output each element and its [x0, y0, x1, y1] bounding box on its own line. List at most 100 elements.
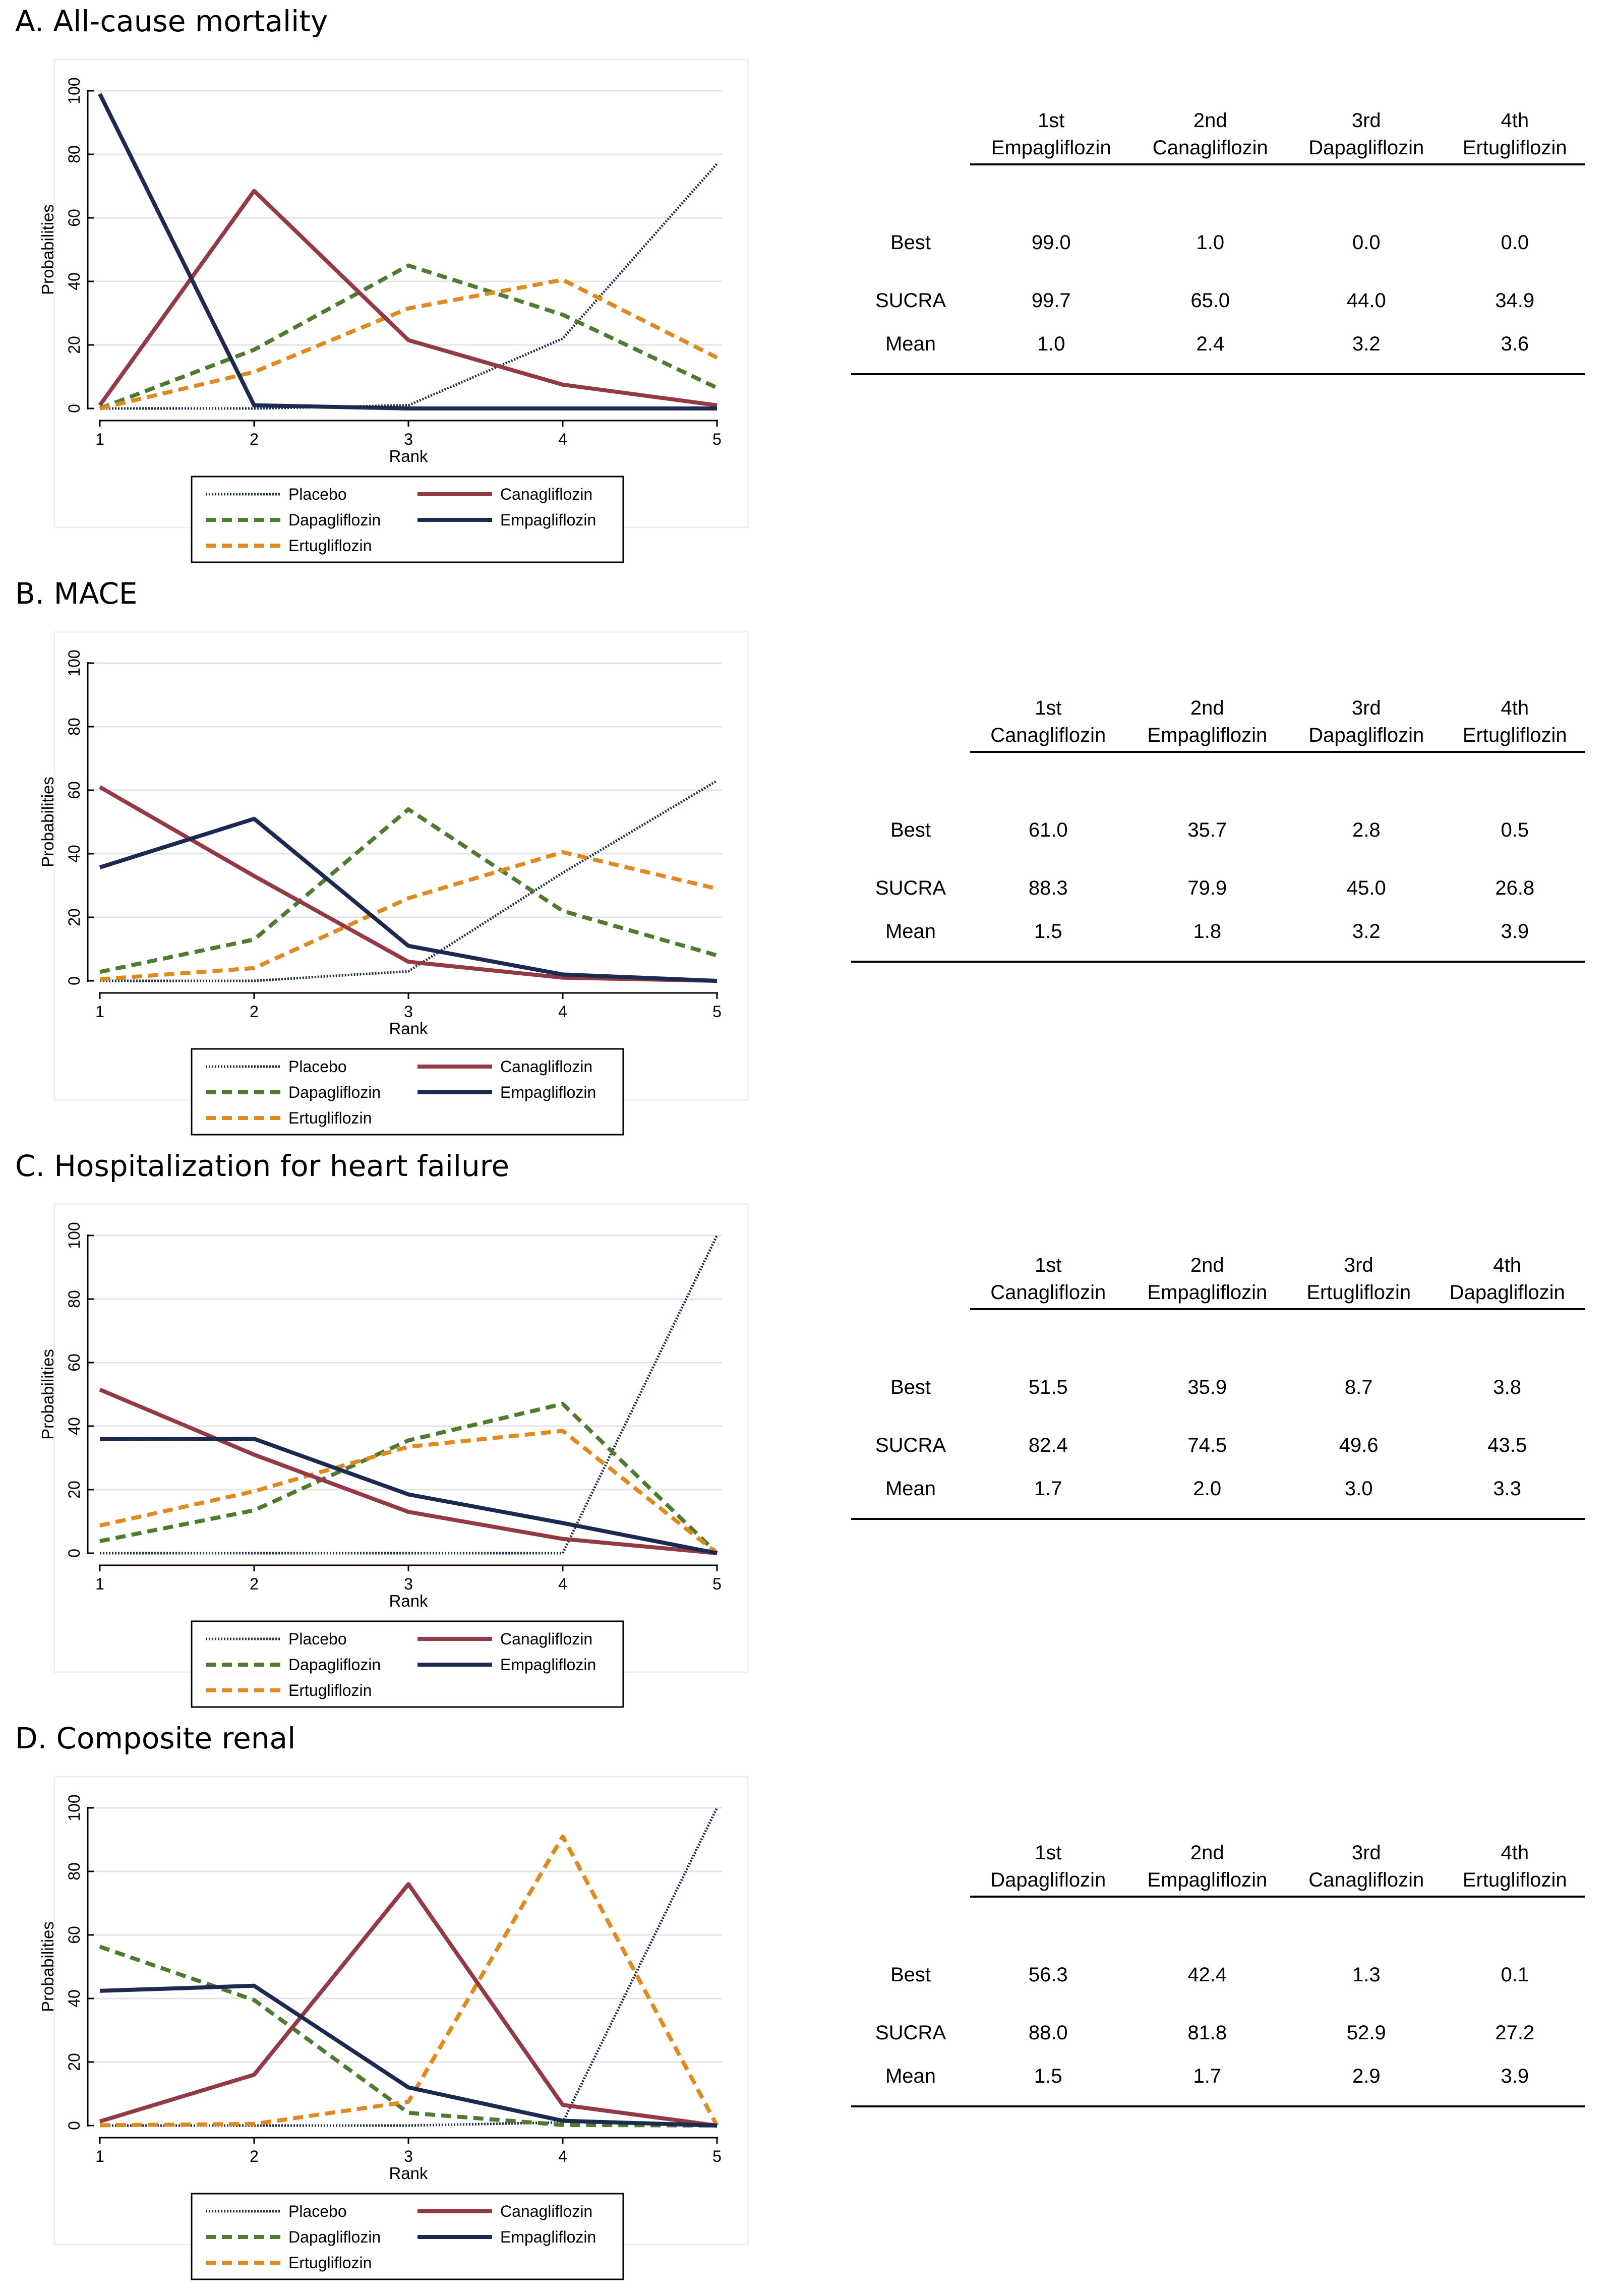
ranking-table: 1st 2nd 3rd 4th Dapagliflozin Empagliflozin Ca…	[851, 1834, 1585, 2107]
drug-name: Ertugliflozin	[1444, 132, 1585, 165]
series-line-dapagliflozin	[99, 1401, 719, 1555]
y-tick-label: 80	[65, 718, 83, 736]
table-corner	[851, 1247, 970, 1277]
row-label-best: Best	[890, 819, 931, 841]
ranking-table: 1st 2nd 3rd 4th Canagliflozin Empagliflozin Da…	[851, 689, 1585, 963]
y-tick-label: 100	[65, 650, 83, 676]
y-tick-label: 60	[65, 209, 83, 227]
x-axis-label: Rank	[389, 447, 428, 465]
rank-ordinal: 4th	[1501, 109, 1529, 132]
legend-label-dapagliflozin: Dapagliflozin	[288, 511, 381, 529]
drug-name: Dapagliflozin	[970, 1864, 1126, 1898]
mean-value: 1.5	[970, 917, 1126, 963]
x-tick-label: 5	[712, 1575, 722, 1593]
legend-label-ertugliflozin: Ertugliflozin	[288, 537, 372, 555]
legend-label-dapagliflozin: Dapagliflozin	[288, 1083, 381, 1101]
rank-probability-chart: 0 20 40 60 80 100 1 2 3 4 5 Rank Probabilities Placeb…	[38, 58, 749, 563]
panel-all-cause-mortality: A. All-cause mortality 0 20 40 60 80 100 1 2 3 4 5…	[0, 0, 1614, 572]
y-axis-label: Probabilities	[38, 1349, 57, 1440]
y-axis-label: Probabilities	[38, 204, 57, 295]
mean-value: 3.9	[1444, 2062, 1585, 2107]
y-tick-label: 0	[65, 1549, 83, 1558]
legend-label-empagliflozin: Empagliflozin	[500, 1083, 596, 1101]
rank-ordinal: 3rd	[1344, 1254, 1373, 1276]
rank-ordinal: 2nd	[1193, 109, 1227, 132]
legend-label-ertugliflozin: Ertugliflozin	[288, 2254, 372, 2272]
best-value: 0.0	[1501, 231, 1529, 254]
sucra-value: 88.0	[1028, 2021, 1068, 2044]
y-tick-label: 80	[65, 1862, 83, 1880]
y-axis-label: Probabilities	[38, 777, 57, 867]
legend-label-canagliflozin: Canagliflozin	[500, 485, 592, 503]
mean-value: 3.9	[1444, 917, 1585, 963]
drug-name: Ertugliflozin	[1444, 1864, 1585, 1898]
row-label-sucra: SUCRA	[875, 876, 946, 899]
y-tick-label: 80	[65, 1290, 83, 1308]
best-value: 8.7	[1344, 1376, 1373, 1398]
table-corner	[851, 1864, 970, 1897]
series-line-placebo	[100, 779, 718, 982]
y-tick-label: 0	[65, 976, 83, 985]
panel-title: D. Composite renal	[15, 1721, 296, 1755]
series-line-ertugliflozin	[99, 850, 718, 981]
x-tick-label: 2	[250, 2147, 259, 2165]
sucra-value: 45.0	[1346, 876, 1386, 899]
table-corner	[851, 102, 970, 132]
drug-name: Dapagliflozin	[1288, 720, 1445, 753]
drug-name: Dapagliflozin	[1429, 1277, 1585, 1310]
legend-label-dapagliflozin: Dapagliflozin	[288, 2228, 381, 2246]
best-value: 0.1	[1501, 1964, 1529, 1986]
table-corner	[851, 720, 970, 752]
panel-composite-renal: D. Composite renal 0 20 40 60 80 100 1 2 3 4 5 Rank…	[0, 1717, 1614, 2289]
series-line-dapagliflozin	[99, 807, 718, 974]
series-line-ertugliflozin	[99, 1429, 719, 1555]
legend-label-empagliflozin: Empagliflozin	[500, 1656, 596, 1674]
row-label-best: Best	[890, 231, 931, 254]
drug-name: Canagliflozin	[1132, 132, 1289, 165]
legend-label-placebo: Placebo	[288, 2202, 347, 2220]
table-corner	[851, 1277, 970, 1309]
y-tick-label: 40	[65, 1417, 83, 1435]
rank-ordinal: 2nd	[1190, 1842, 1224, 1864]
series-line-canagliflozin	[99, 1387, 718, 1555]
row-label-sucra: SUCRA	[875, 1434, 946, 1456]
best-value: 0.5	[1501, 819, 1529, 841]
x-tick-label: 2	[250, 1003, 259, 1021]
series-line-placebo	[100, 1807, 719, 2127]
sucra-value: 88.3	[1028, 876, 1068, 899]
rank-ordinal: 2nd	[1190, 1254, 1224, 1276]
series-line-dapagliflozin	[99, 263, 718, 410]
best-value: 0.0	[1352, 231, 1381, 254]
series-line-empagliflozin	[99, 1437, 718, 1555]
series-line-canagliflozin	[99, 1882, 718, 2128]
mean-value: 3.2	[1288, 917, 1445, 963]
rank-ordinal: 3rd	[1351, 1842, 1381, 1864]
sucra-value: 34.9	[1495, 289, 1535, 312]
rank-probability-chart: 0 20 40 60 80 100 1 2 3 4 5 Rank Probabilities Placeb…	[38, 1203, 749, 1708]
sucra-value: 65.0	[1190, 289, 1230, 312]
rank-ordinal: 1st	[1035, 1842, 1062, 1864]
y-tick-label: 60	[65, 1926, 83, 1944]
x-tick-label: 3	[404, 1575, 413, 1593]
best-value: 61.0	[1028, 819, 1068, 841]
mean-value: 3.0	[1288, 1475, 1429, 1520]
legend-label-ertugliflozin: Ertugliflozin	[288, 1681, 372, 1699]
best-value: 42.4	[1187, 1964, 1227, 1986]
x-tick-label: 5	[712, 430, 722, 448]
sucra-value: 43.5	[1487, 1434, 1527, 1456]
table-corner	[851, 1834, 970, 1864]
row-label-mean: Mean	[851, 2062, 970, 2107]
mean-value: 3.6	[1444, 330, 1585, 375]
rank-ordinal: 1st	[1035, 697, 1062, 719]
x-tick-label: 5	[712, 1003, 722, 1021]
rank-probability-chart: 0 20 40 60 80 100 1 2 3 4 5 Rank Probabilities Placeb…	[38, 1776, 749, 2280]
x-tick-label: 4	[558, 430, 567, 448]
series-line-placebo	[100, 163, 718, 410]
ranking-table: 1st 2nd 3rd 4th Empagliflozin Canagliflozin Da…	[851, 102, 1585, 375]
y-tick-label: 80	[65, 145, 83, 163]
panel-title: B. MACE	[15, 576, 138, 611]
drug-name: Dapagliflozin	[1288, 132, 1445, 165]
drug-name: Empagliflozin	[1126, 720, 1289, 753]
x-tick-label: 4	[558, 1003, 567, 1021]
y-tick-label: 100	[65, 1794, 83, 1821]
